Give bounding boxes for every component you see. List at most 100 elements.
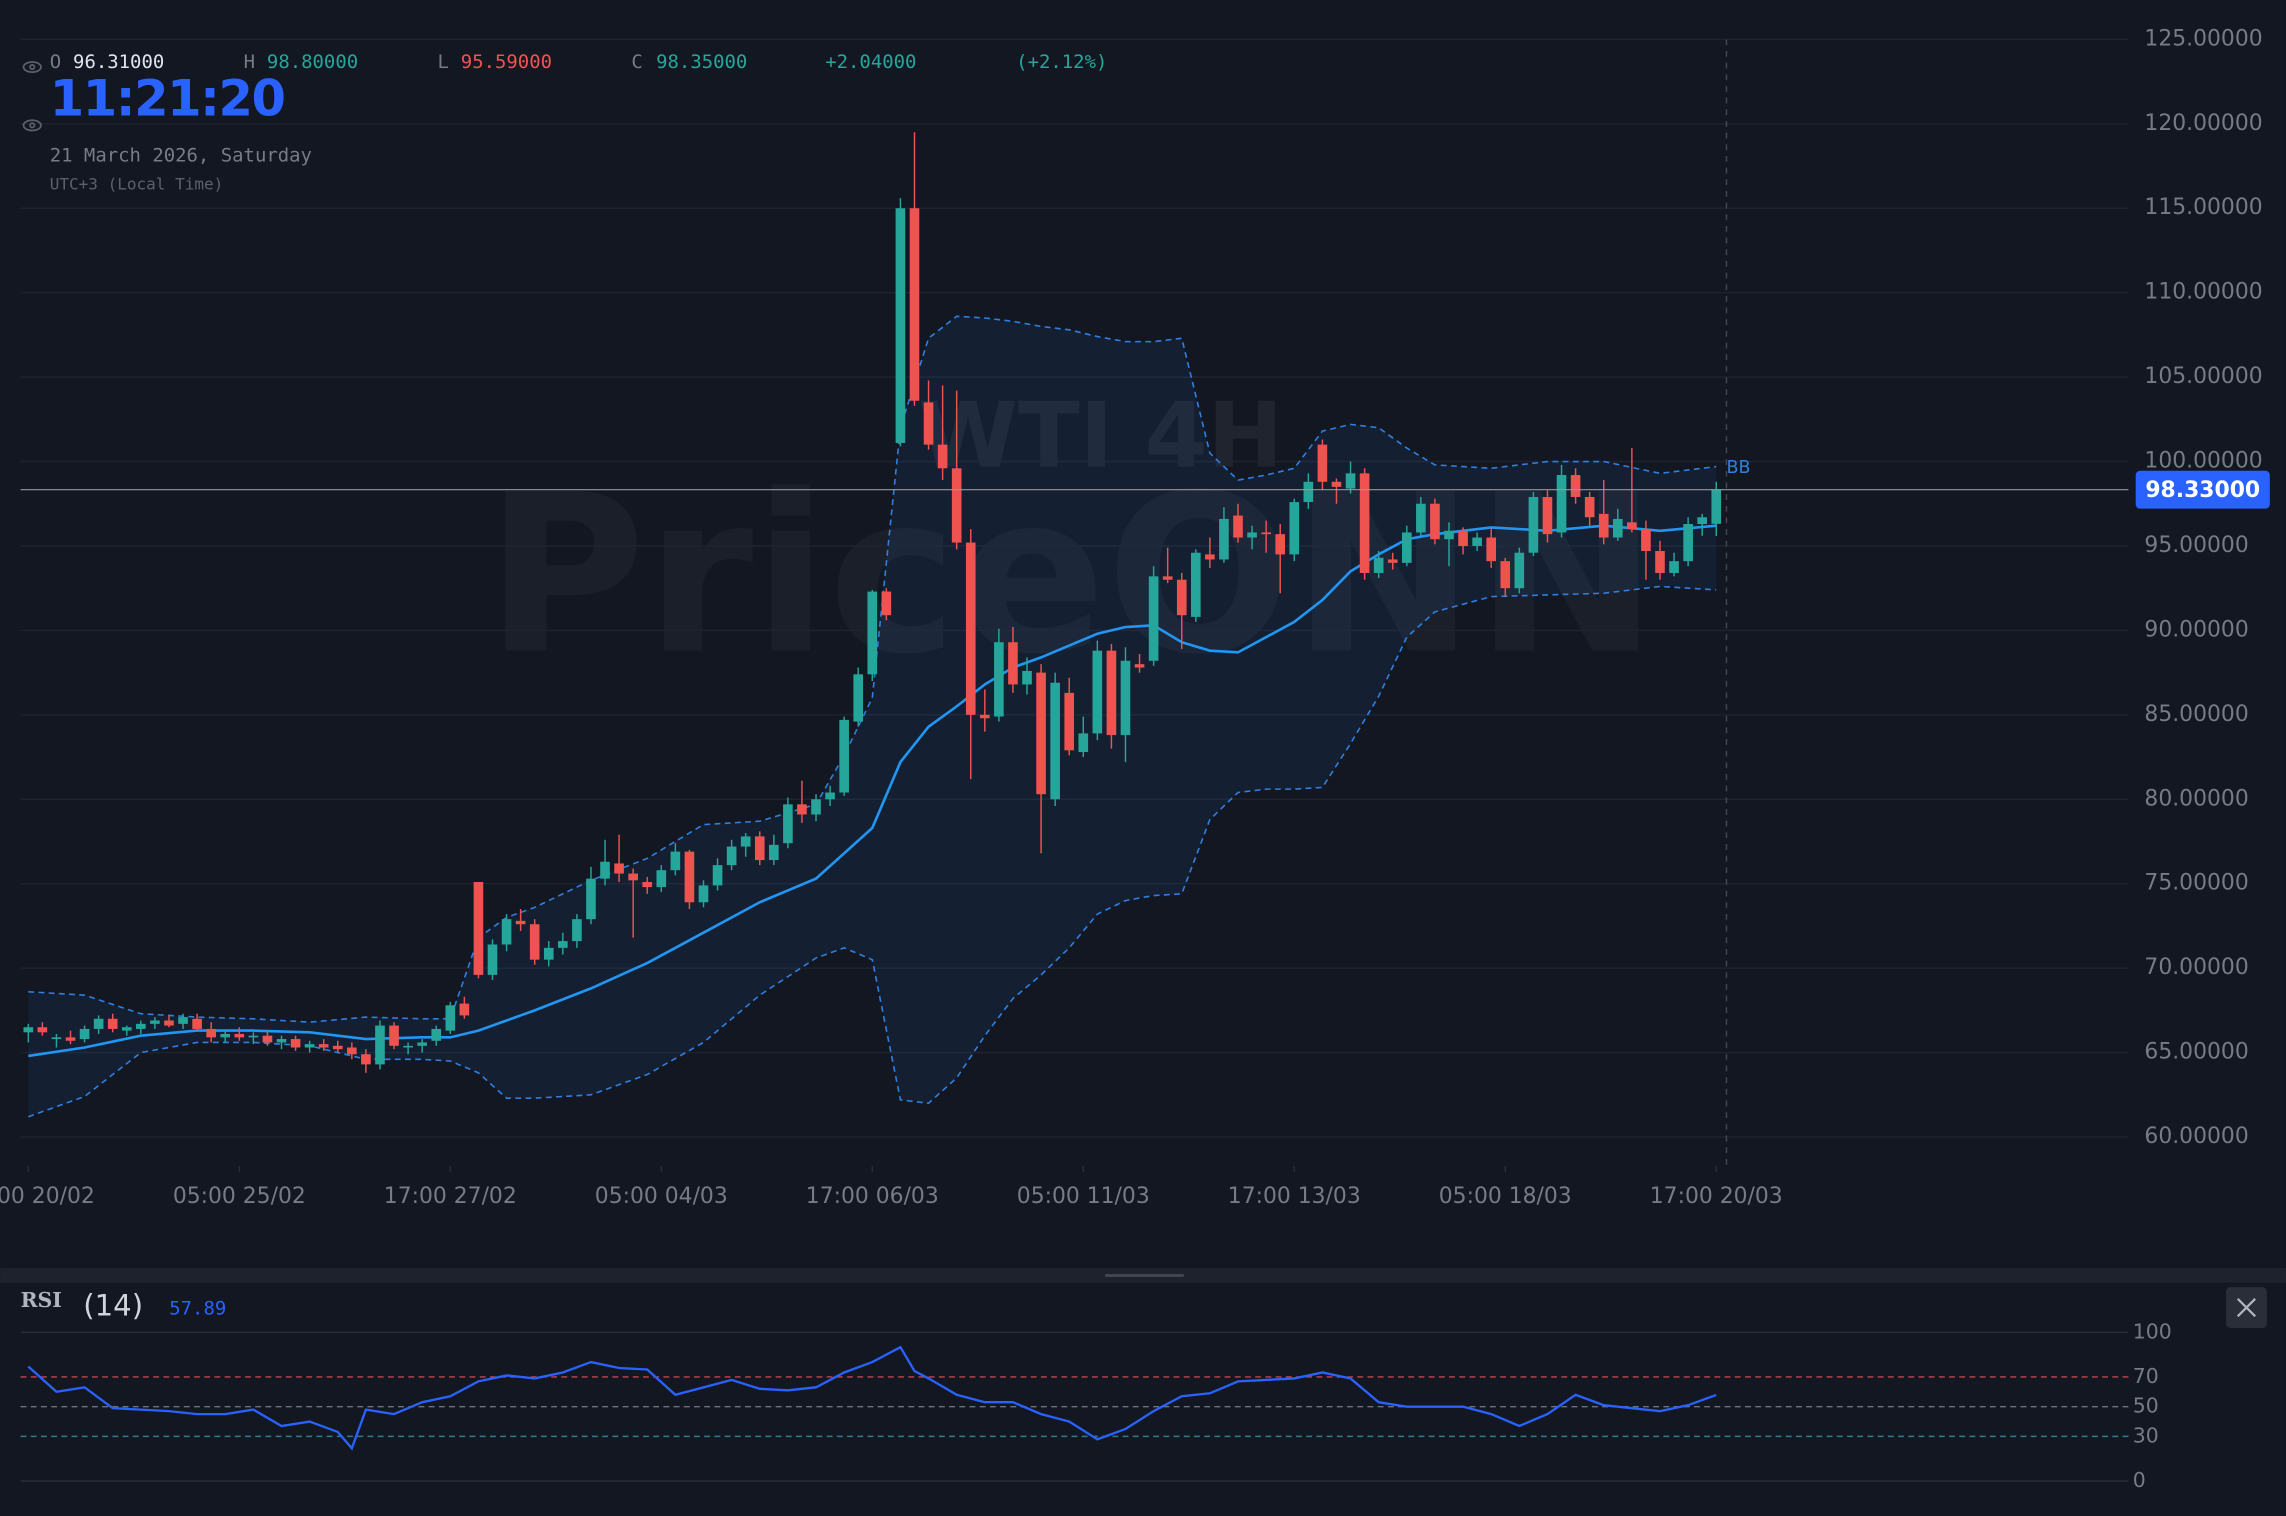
candle-body xyxy=(1444,530,1454,540)
candle-body xyxy=(1500,561,1511,589)
y-tick-label: 105.00000 xyxy=(2144,364,2262,389)
candle-body xyxy=(923,402,934,445)
candle-body xyxy=(150,1020,160,1024)
candle-body xyxy=(1528,496,1539,553)
band-label: BB xyxy=(1726,458,1750,478)
candle-body xyxy=(1275,534,1286,555)
y-tick-label: 60.00000 xyxy=(2144,1124,2248,1149)
candle-body xyxy=(65,1037,76,1041)
price-tag xyxy=(2135,470,2270,509)
x-tick-label: 17:00 20/03 xyxy=(1650,1184,1783,1209)
x-tick-label: 05:00 25/02 xyxy=(173,1184,306,1209)
y-tick-label: 65.00000 xyxy=(2144,1040,2248,1065)
candle-body xyxy=(811,799,821,815)
candle-body xyxy=(1190,552,1201,617)
candle-body xyxy=(445,1005,456,1031)
x-tick-label: 05:00 04/03 xyxy=(595,1184,728,1209)
y-tick-label: 100 xyxy=(2133,1319,2172,1343)
candle-body xyxy=(1655,551,1665,573)
close-icon xyxy=(2236,1298,2256,1318)
candle-body xyxy=(1148,576,1159,661)
candle-body xyxy=(234,1033,245,1038)
candle-body xyxy=(1331,481,1342,487)
candle-body xyxy=(417,1042,427,1046)
candle-body xyxy=(853,674,864,722)
candle-body xyxy=(1584,496,1595,518)
y-tick-label: 120.00000 xyxy=(2144,111,2262,136)
rsi-line xyxy=(27,1345,1717,1451)
x-tick-label: 05:00 18/03 xyxy=(1439,1184,1572,1209)
x-tick-label: 05:00 11/03 xyxy=(1017,1184,1150,1209)
candle-body xyxy=(1711,489,1722,524)
candle-body xyxy=(1050,682,1060,800)
y-tick-label: 115.00000 xyxy=(2144,195,2262,220)
x-tick-label: 17:00 13/03 xyxy=(1228,1184,1361,1209)
candle-body xyxy=(642,882,653,888)
candle-body xyxy=(670,851,681,871)
candle-body xyxy=(754,836,765,861)
timezone: UTC+3 (Local Time) xyxy=(50,175,224,194)
candle-body xyxy=(1430,503,1440,540)
candle-body xyxy=(1598,513,1609,538)
bollinger-upper xyxy=(28,315,1717,1023)
change: +2.04000 xyxy=(825,51,916,73)
candle-body xyxy=(1022,670,1032,685)
candle-body xyxy=(1542,496,1553,535)
candle-body xyxy=(136,1023,146,1029)
candle-body xyxy=(1078,733,1089,752)
clock: 11:21:20 xyxy=(50,70,285,128)
candle-body xyxy=(572,919,582,942)
y-tick-label: 75.00000 xyxy=(2144,871,2248,896)
candle-body xyxy=(1106,650,1117,736)
candle-body xyxy=(1289,502,1300,555)
candle-body xyxy=(839,719,849,793)
price-tag-label: 98.33000 xyxy=(2145,478,2260,503)
candle-body xyxy=(1120,660,1131,736)
resize-handle[interactable] xyxy=(1105,1274,1184,1277)
legend-header: +2.04000 (+2.12%) 11:21:20 21 March 2026… xyxy=(22,51,1107,194)
rsi-pane: RSI (14) 57.89 0 30 50 70 100 xyxy=(20,1287,2267,1492)
candle-body xyxy=(121,1027,132,1031)
watermark-layer: WTI 4H PriceONN xyxy=(918,384,1283,489)
candle-body xyxy=(192,1018,202,1029)
candle-body xyxy=(206,1028,216,1038)
candle-body xyxy=(1556,475,1567,533)
candle-body xyxy=(1458,530,1468,546)
candle-body xyxy=(164,1020,174,1026)
candle-body xyxy=(909,208,920,401)
candle-body xyxy=(1359,473,1370,573)
candle-body xyxy=(93,1018,104,1029)
ohlc-value: 98.35000 xyxy=(656,51,747,73)
candle-body xyxy=(951,468,962,543)
candle-body xyxy=(304,1044,315,1048)
candle-body xyxy=(1008,642,1018,685)
x-tick-label: 17:00 27/02 xyxy=(384,1184,517,1209)
candle-body xyxy=(586,878,596,920)
candle-body xyxy=(1345,473,1356,489)
candle-body xyxy=(1514,552,1525,589)
candle-body xyxy=(37,1027,48,1033)
bollinger-lower xyxy=(28,585,1717,1118)
candle-body xyxy=(1612,518,1623,538)
candle-body xyxy=(769,844,779,861)
candle-body xyxy=(473,882,484,975)
candle-body xyxy=(684,851,695,903)
y-tick-label: 30 xyxy=(2133,1423,2159,1447)
candle-body xyxy=(558,941,568,948)
y-tick-label: 110.00000 xyxy=(2144,280,2262,305)
candle-body xyxy=(1317,444,1328,482)
y-tick-label: 90.00000 xyxy=(2144,617,2248,642)
x-tick-label: 17:00 06/03 xyxy=(806,1184,939,1209)
candle-body xyxy=(1401,532,1412,563)
ohlc-label: C xyxy=(631,51,642,73)
candle-body xyxy=(1627,522,1637,530)
candle-body xyxy=(614,863,624,874)
candle-body xyxy=(248,1035,259,1038)
candle-body xyxy=(23,1027,34,1033)
candle-body xyxy=(220,1033,231,1038)
candle-body xyxy=(1205,554,1215,560)
y-tick-label: 80.00000 xyxy=(2144,786,2248,811)
